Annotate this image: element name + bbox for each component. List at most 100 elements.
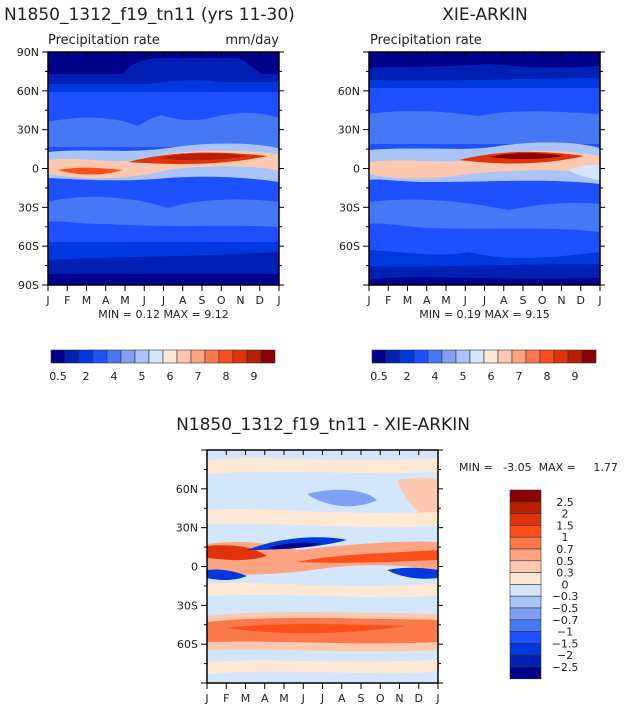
colorbar-label: 8 [544, 370, 551, 383]
colorbar-box [581, 349, 597, 364]
x-tick-label: N [395, 692, 403, 705]
colorbar-label: 2.5 [556, 496, 574, 509]
colorbar-box [371, 349, 387, 364]
colorbar-label: −0.3 [552, 590, 579, 603]
x-tick-label: M [441, 294, 451, 307]
x-tick-label: J [161, 294, 165, 307]
contour-band [207, 545, 267, 560]
contour-band [569, 164, 600, 180]
x-tick-label: F [64, 294, 70, 307]
contour-band [48, 111, 279, 147]
plot1-field [47, 51, 280, 286]
x-tick-label: F [223, 692, 229, 705]
colorbar-label: 0 [562, 578, 569, 591]
x-tick-label: J [482, 294, 486, 307]
contour-band [48, 274, 279, 285]
y-tick-label: 30S [339, 201, 360, 214]
colorbar-label: 6 [488, 370, 495, 383]
contour-band [369, 277, 600, 285]
colorbar-box [509, 643, 542, 656]
colorbar-box [92, 349, 108, 364]
contour-band [387, 567, 438, 579]
y-tick-label: 30N [176, 522, 198, 535]
colorbar-box [413, 349, 429, 364]
colorbar-box [469, 349, 485, 364]
colorbar-box [50, 349, 66, 364]
contour-band [307, 489, 377, 507]
colorbar-box [260, 349, 276, 364]
x-tick-label: J [301, 692, 305, 705]
plot1-stats: MIN = 0.12 MAX = 9.12 [98, 308, 228, 321]
colorbar-box [483, 349, 499, 364]
colorbar-box [509, 607, 542, 621]
colorbar-label: 7 [516, 370, 523, 383]
x-tick-label: O [376, 692, 385, 705]
colorbar-box [553, 349, 569, 364]
colorbar-box [509, 631, 542, 644]
colorbar-box [509, 654, 542, 668]
y-tick-label: 60S [339, 240, 360, 253]
colorbar-label: 9 [572, 370, 579, 383]
colorbar-box [148, 349, 164, 364]
x-tick-label: A [261, 692, 269, 705]
x-tick-label: J [435, 692, 439, 705]
colorbar-box [455, 349, 471, 364]
colorbar-label: 4 [432, 370, 439, 383]
colorbar-box [509, 525, 542, 538]
colorbar-box [509, 572, 542, 585]
y-tick-label: 60S [177, 638, 198, 651]
x-tick-label: A [102, 294, 110, 307]
plot2-subtitle-left: Precipitation rate [370, 33, 482, 48]
colorbar-label: 2 [562, 508, 569, 521]
contour-band [369, 199, 600, 232]
colorbar-box [509, 595, 542, 609]
colorbar-label: −0.5 [552, 602, 579, 615]
colorbar-label: 2 [83, 370, 90, 383]
colorbar-box [134, 349, 150, 364]
colorbar-box [78, 349, 94, 364]
y-tick-label: 30S [177, 599, 198, 612]
colorbar-label: −0.7 [552, 614, 579, 627]
x-tick-label: M [241, 692, 251, 705]
colorbar-box [385, 349, 401, 364]
x-tick-label: A [179, 294, 187, 307]
colorbar-box [509, 666, 542, 680]
x-tick-label: D [577, 294, 585, 307]
x-tick-label: J [597, 294, 601, 307]
x-tick-label: O [538, 294, 547, 307]
contour-band [207, 458, 438, 474]
x-tick-label: M [82, 294, 92, 307]
y-tick-label: 0 [32, 163, 39, 176]
colorbar-label: 0.5 [370, 370, 388, 383]
colorbar-box [162, 349, 178, 364]
colorbar-box [246, 349, 262, 364]
contour-band [158, 153, 248, 161]
colorbar-box [441, 349, 457, 364]
y-tick-label: 30N [338, 124, 360, 137]
contour-band [58, 167, 123, 175]
contour-band [369, 64, 600, 81]
colorbar-box [64, 349, 80, 364]
x-tick-label: M [403, 294, 413, 307]
colorbar-label: −1 [557, 626, 573, 639]
x-tick-label: F [385, 294, 391, 307]
contour-band [148, 105, 228, 120]
colorbar-box [106, 349, 122, 364]
colorbar-label: 1 [562, 531, 569, 544]
x-tick-label: S [358, 692, 365, 705]
colorbar-box [525, 349, 541, 364]
colorbar-box [399, 349, 415, 364]
colorbar-box [218, 349, 234, 364]
colorbar-label: 0.7 [556, 543, 574, 556]
y-tick-label: 30N [17, 124, 39, 137]
colorbar-box [509, 536, 542, 550]
y-tick-label: 60N [176, 483, 198, 496]
colorbar-box [509, 584, 542, 597]
x-tick-label: A [338, 692, 346, 705]
contour-band [397, 477, 438, 520]
contour-band [48, 196, 279, 227]
x-tick-label: M [279, 692, 289, 705]
colorbar-label: −2.5 [552, 661, 579, 674]
contour-band [207, 660, 438, 674]
